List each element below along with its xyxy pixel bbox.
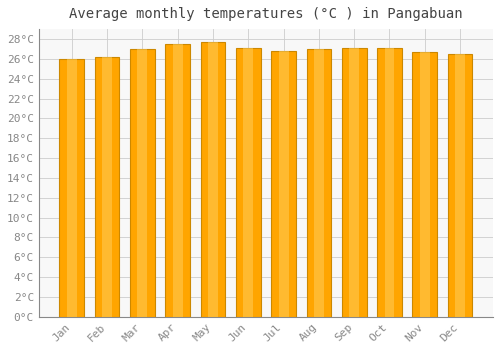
Bar [278, 51, 288, 317]
Bar [412, 52, 437, 317]
Bar [102, 57, 112, 317]
Title: Average monthly temperatures (°C ) in Pangabuan: Average monthly temperatures (°C ) in Pa… [69, 7, 462, 21]
Bar [173, 44, 182, 317]
Bar [130, 49, 155, 317]
Bar [94, 57, 120, 317]
Bar [342, 48, 366, 317]
Bar [236, 48, 260, 317]
Bar [306, 49, 331, 317]
Bar [420, 52, 430, 317]
Bar [60, 59, 84, 317]
Bar [208, 42, 218, 317]
Bar [349, 48, 359, 317]
Bar [271, 51, 296, 317]
Bar [67, 59, 76, 317]
Bar [448, 54, 472, 317]
Bar [455, 54, 465, 317]
Bar [244, 48, 253, 317]
Bar [384, 48, 394, 317]
Bar [314, 49, 324, 317]
Bar [200, 42, 226, 317]
Bar [166, 44, 190, 317]
Bar [377, 48, 402, 317]
Bar [138, 49, 147, 317]
